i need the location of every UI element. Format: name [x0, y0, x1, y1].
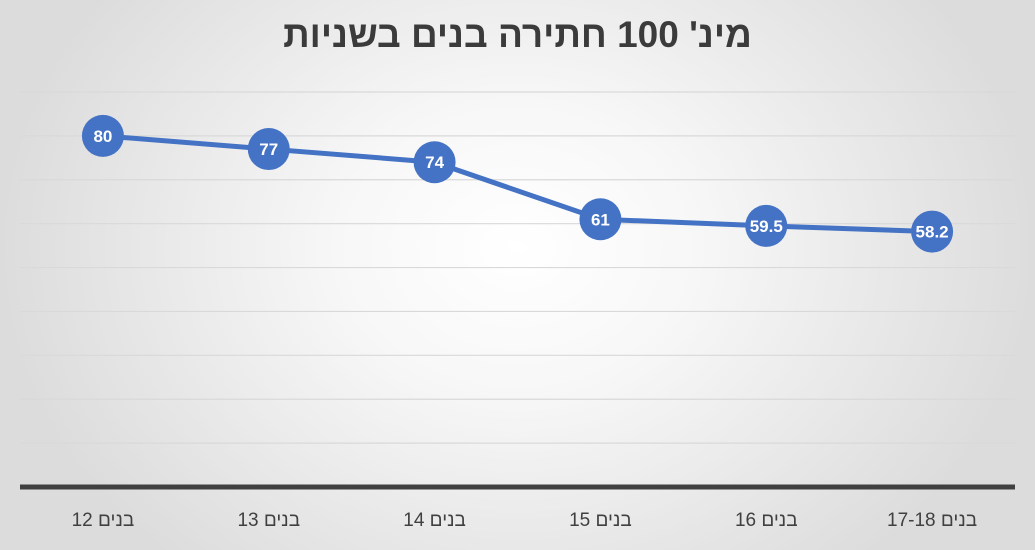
data-point	[579, 198, 622, 241]
data-label: 74	[425, 153, 444, 172]
data-label: 59.5	[750, 217, 783, 236]
chart-title: מינ' 100 חתירה בנים בשניות	[283, 14, 752, 55]
x-tick-label: בנים 13	[237, 510, 300, 531]
data-label: 61	[591, 210, 610, 229]
data-point	[413, 141, 456, 184]
x-tick-label: בנים 12	[72, 510, 135, 531]
data-point	[247, 128, 290, 171]
x-tick-label: בנים 17-18	[887, 510, 977, 531]
data-point	[745, 204, 788, 247]
data-label: 80	[93, 127, 112, 146]
data-label: 58.2	[916, 223, 949, 242]
data-label: 77	[259, 140, 278, 159]
x-tick-label: בנים 14	[403, 510, 466, 531]
data-point	[911, 210, 954, 253]
series-line	[102, 133, 933, 235]
x-tick-label: בנים 15	[569, 510, 632, 531]
data-point	[81, 114, 124, 157]
x-tick-label: בנים 16	[735, 510, 798, 531]
